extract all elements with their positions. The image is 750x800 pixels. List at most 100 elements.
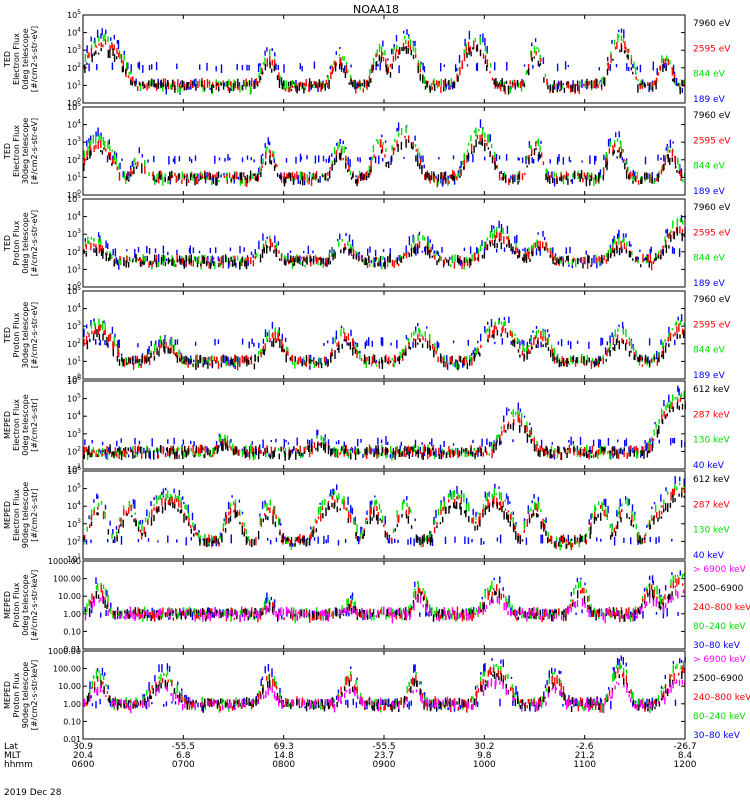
data-point: [100, 47, 102, 52]
data-point: [678, 83, 681, 90]
data-point: [461, 262, 463, 269]
data-point: [85, 252, 87, 257]
data-point: [317, 362, 319, 366]
data-point: [198, 179, 200, 182]
data-point: [274, 235, 276, 244]
data-point: [505, 430, 507, 433]
data-point: [582, 535, 584, 542]
data-point: [482, 503, 485, 513]
data-point: [221, 173, 223, 176]
data-point: [442, 259, 445, 268]
data-point: [144, 610, 147, 616]
data-point: [334, 159, 336, 165]
data-point: [550, 172, 553, 177]
data-point: [477, 512, 479, 515]
data-point: [564, 260, 567, 263]
data-point: [309, 363, 311, 370]
data-point: [335, 441, 338, 445]
data-point: [370, 260, 372, 264]
data-point: [328, 505, 330, 511]
y-axis-label-line: [#/cm2-s-str]: [30, 398, 39, 451]
data-point: [276, 331, 279, 340]
data-point: [232, 255, 234, 264]
data-point: [181, 258, 184, 265]
data-point: [291, 260, 294, 269]
data-point: [637, 180, 640, 185]
data-point: [661, 419, 664, 425]
data-point: [256, 173, 259, 182]
data-point: [616, 156, 618, 159]
data-point: [329, 260, 331, 265]
data-point: [399, 449, 402, 457]
data-point: [404, 35, 406, 40]
data-point: [172, 158, 175, 162]
data-point: [502, 173, 504, 181]
data-point: [506, 332, 509, 338]
data-point: [681, 175, 683, 178]
data-point: [469, 452, 472, 457]
data-point: [546, 243, 548, 248]
data-point: [653, 501, 656, 505]
data-point: [344, 243, 346, 250]
data-point: [357, 448, 360, 455]
data-point: [387, 538, 390, 544]
data-point: [266, 47, 268, 52]
data-point: [663, 154, 665, 162]
data-point: [96, 29, 99, 38]
data-point: [658, 536, 660, 543]
data-point: [90, 151, 92, 156]
data-point: [97, 52, 100, 55]
data-point: [237, 176, 239, 180]
data-point: [531, 245, 533, 252]
data-point: [576, 539, 578, 543]
data-point: [213, 536, 215, 544]
data-point: [674, 77, 676, 86]
data-point: [186, 82, 188, 90]
legend-entry: 189 eV: [693, 95, 726, 105]
data-point: [271, 59, 273, 66]
data-point: [649, 438, 651, 446]
data-point: [368, 173, 370, 178]
data-point: [162, 83, 164, 92]
data-point: [188, 248, 191, 253]
data-point: [241, 338, 244, 345]
data-point: [96, 493, 98, 499]
data-point: [561, 356, 563, 364]
data-point: [236, 255, 239, 261]
data-point: [571, 178, 573, 184]
data-point: [427, 246, 429, 256]
data-point: [374, 500, 376, 507]
data-point: [456, 176, 458, 181]
data-point: [103, 320, 105, 324]
data-point: [130, 167, 132, 177]
data-point: [524, 247, 526, 253]
data-point: [398, 514, 400, 523]
data-point: [232, 448, 235, 456]
data-point: [416, 153, 419, 162]
data-point: [506, 244, 508, 248]
data-point: [369, 69, 371, 75]
data-point: [118, 164, 120, 170]
data-point: [466, 52, 468, 58]
data-point: [414, 47, 417, 54]
y-tick-label: 100: [67, 373, 81, 384]
data-point: [490, 143, 493, 148]
data-point: [365, 176, 368, 181]
data-point: [98, 342, 101, 346]
data-point: [348, 511, 350, 519]
data-point: [283, 255, 286, 260]
data-point: [198, 255, 200, 264]
data-point: [134, 437, 136, 445]
data-point: [482, 33, 484, 43]
data-point: [165, 447, 168, 451]
data-point: [130, 71, 132, 75]
data-point: [517, 349, 520, 353]
data-point: [104, 448, 106, 455]
data-point: [323, 535, 325, 544]
data-point: [282, 343, 284, 353]
data-point: [540, 509, 542, 513]
data-point: [560, 452, 563, 460]
data-point: [615, 64, 618, 68]
data-point: [137, 161, 139, 167]
data-point: [229, 502, 231, 509]
